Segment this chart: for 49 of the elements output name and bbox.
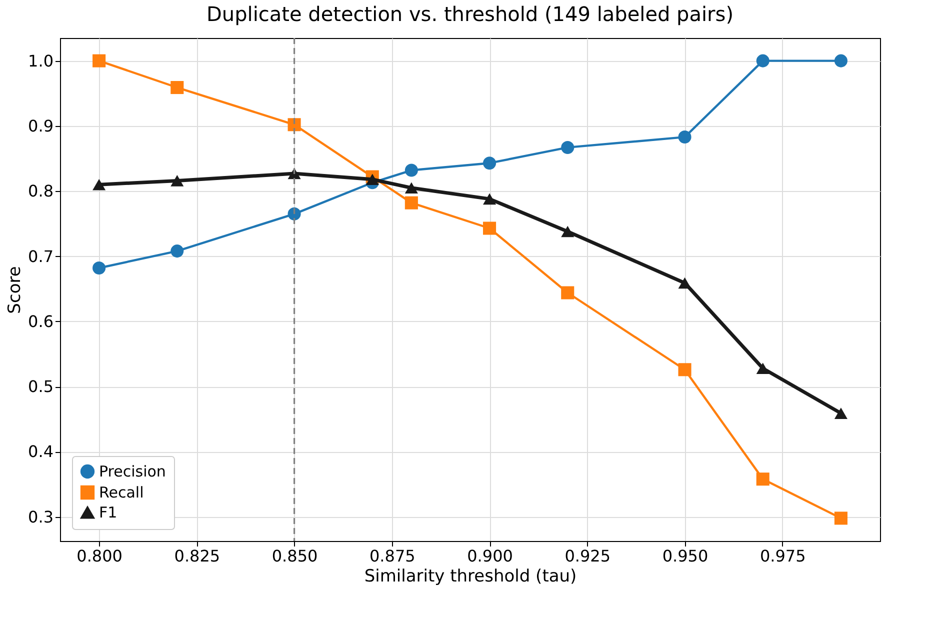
point [561, 286, 574, 300]
point [483, 193, 496, 205]
point [834, 54, 848, 68]
point [483, 222, 496, 235]
x-tick-label: 0.900 [467, 546, 513, 566]
y-axis-title: Score [5, 266, 26, 314]
legend-label: Precision [99, 462, 166, 480]
legend-label: Recall [99, 484, 144, 502]
point [756, 472, 770, 486]
point [678, 130, 692, 144]
point [678, 363, 692, 376]
y-tick-label: 0.8 [28, 182, 54, 201]
point [561, 226, 574, 238]
y-tick-label: 0.9 [28, 116, 54, 136]
x-tick-label: 0.825 [174, 546, 220, 566]
point [170, 81, 184, 94]
y-tick-label: 0.6 [28, 312, 54, 331]
point [170, 244, 184, 258]
x-tick-label: 0.950 [662, 546, 708, 566]
y-tick-label: 0.4 [28, 442, 54, 462]
point [561, 140, 574, 154]
point [834, 408, 848, 419]
point [92, 178, 106, 190]
x-tick-label: 0.850 [272, 546, 318, 566]
point [404, 182, 418, 194]
y-tick-label: 0.7 [28, 246, 54, 266]
legend-label: F1 [99, 504, 118, 522]
point [288, 118, 301, 132]
point [404, 196, 418, 210]
chart-title: Duplicate detection vs. threshold (149 labeled pairs) [206, 2, 734, 26]
x-tick-label: 0.875 [370, 546, 416, 566]
y-tick-label: 1.0 [28, 51, 54, 70]
point [92, 261, 106, 275]
point [92, 54, 106, 68]
point [834, 512, 848, 525]
point [366, 174, 379, 186]
y-tick-label: 0.5 [28, 377, 54, 396]
point [404, 164, 418, 177]
x-tick-label: 0.800 [76, 546, 122, 566]
point [288, 207, 301, 220]
point [170, 175, 184, 186]
point [678, 277, 692, 289]
x-tick-label: 0.975 [760, 546, 806, 566]
x-axis-title: Similarity threshold (tau) [364, 566, 577, 586]
point [756, 362, 770, 374]
x-tick-label: 0.925 [564, 546, 611, 566]
y-tick-label: 0.3 [28, 507, 54, 526]
point [483, 156, 496, 170]
point [756, 54, 770, 68]
